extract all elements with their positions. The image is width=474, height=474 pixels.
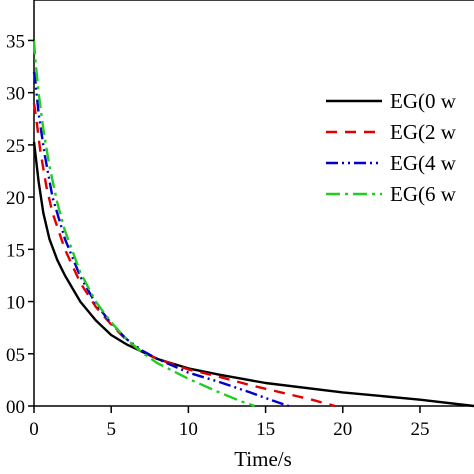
legend: EG(0 w EG(2 w EG(4 w EG(6 w xyxy=(326,89,457,206)
legend-label-2: EG(4 w xyxy=(390,151,457,175)
x-tick-label: 25 xyxy=(410,419,429,440)
x-tick-label: 5 xyxy=(106,419,116,440)
y-tick-label: 15 xyxy=(6,240,25,261)
series-line-3 xyxy=(32,40,256,408)
plot-frame xyxy=(33,0,474,407)
series-line-0 xyxy=(32,141,474,408)
y-tick-label: 05 xyxy=(6,345,25,366)
y-tick-label: 10 xyxy=(6,293,25,314)
legend-label-1: EG(2 w xyxy=(390,120,457,144)
legend-label-0: EG(0 w xyxy=(390,89,457,113)
y-tick-label: 25 xyxy=(6,136,25,157)
legend-label-3: EG(6 w xyxy=(390,182,457,206)
x-tick-label: 0 xyxy=(29,419,39,440)
y-tick-label: 35 xyxy=(6,31,25,52)
y-tick-label: 30 xyxy=(6,84,25,105)
x-tick-label: 15 xyxy=(256,419,275,440)
y-tick-label: 00 xyxy=(6,397,25,418)
x-axis-label: Time/s xyxy=(234,447,292,471)
series-line-2 xyxy=(32,71,290,408)
x-tick-label: 10 xyxy=(179,419,198,440)
y-tick-label: 20 xyxy=(6,188,25,209)
x-tick-label: 20 xyxy=(333,419,352,440)
series-line-1 xyxy=(32,102,336,408)
series-layer xyxy=(32,40,474,408)
